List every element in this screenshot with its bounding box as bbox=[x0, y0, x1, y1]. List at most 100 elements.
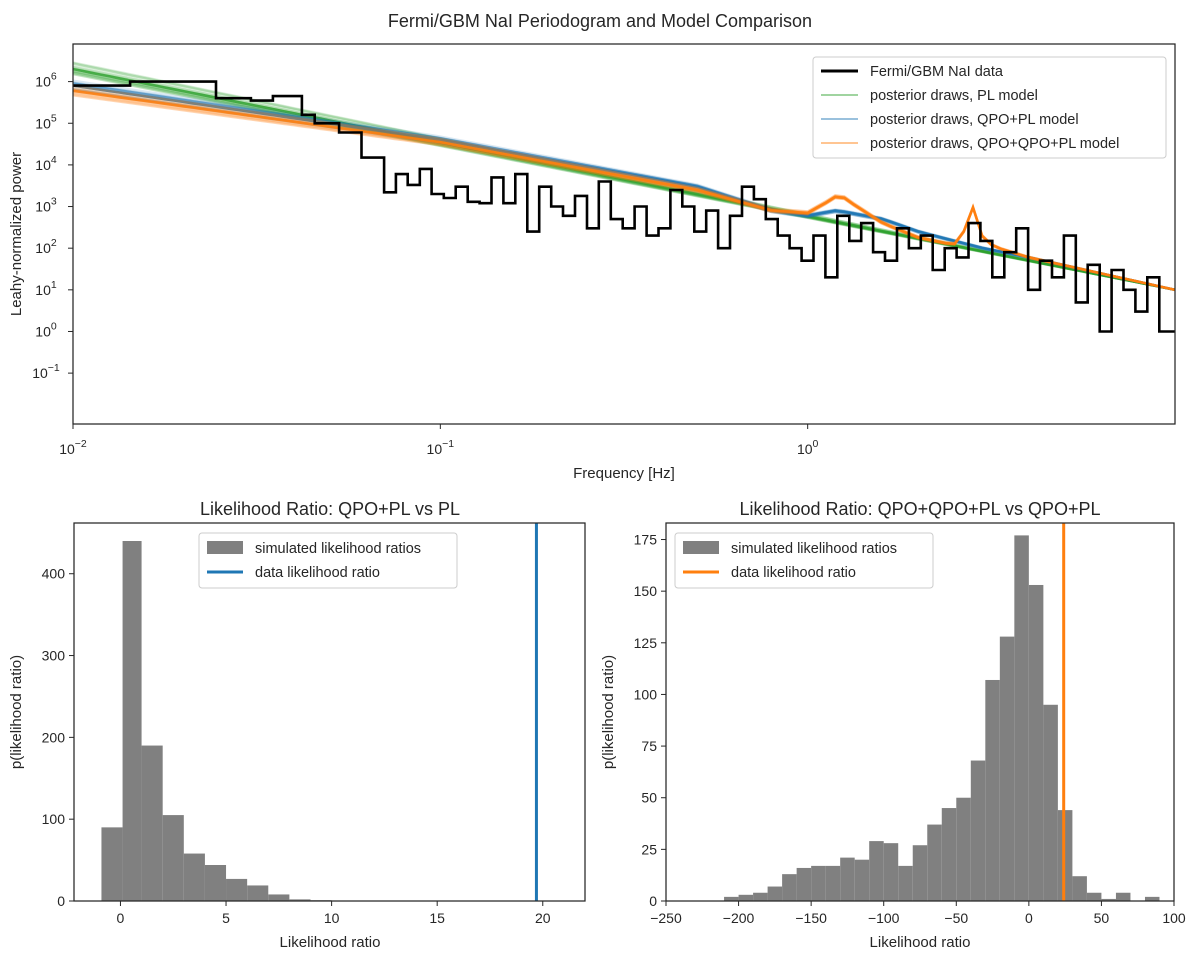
x-tick-label: −200 bbox=[723, 910, 755, 926]
y-tick-label: 75 bbox=[641, 738, 657, 754]
y-tick-label: 150 bbox=[634, 583, 658, 599]
periodogram-xlabel: Frequency [Hz] bbox=[573, 465, 675, 482]
periodogram-ylabel: Leahy-normalized power bbox=[8, 152, 25, 316]
y-tick-label: 25 bbox=[641, 841, 657, 857]
histogram-bar bbox=[825, 865, 841, 901]
x-tick-label: 10−2 bbox=[59, 438, 87, 457]
x-tick-label: 10 bbox=[324, 910, 340, 926]
x-tick-label: −250 bbox=[650, 910, 682, 926]
y-tick-label: 10−1 bbox=[32, 362, 60, 381]
histogram-bar bbox=[141, 745, 163, 901]
histogram-bar bbox=[183, 853, 205, 901]
histogram-bar bbox=[956, 797, 971, 901]
y-tick-label: 125 bbox=[634, 635, 658, 651]
histogram-bar bbox=[162, 815, 184, 901]
histogram-bar bbox=[898, 865, 913, 901]
y-tick-label: 105 bbox=[35, 112, 57, 131]
histogram-bar bbox=[1115, 892, 1131, 901]
histogram-bar bbox=[753, 892, 768, 901]
y-tick-label: 104 bbox=[35, 154, 57, 173]
histogram-bar bbox=[101, 827, 123, 901]
periodogram-data-line bbox=[73, 80, 1175, 333]
legend-label: simulated likelihood ratios bbox=[255, 541, 421, 557]
histogram-bar bbox=[927, 824, 942, 901]
x-tick-label: 0 bbox=[1025, 910, 1033, 926]
y-tick-label: 102 bbox=[35, 237, 57, 256]
histogram-bar bbox=[999, 636, 1015, 901]
histogram-bar bbox=[941, 808, 957, 901]
y-tick-label: 103 bbox=[35, 196, 57, 215]
histogram-bar bbox=[854, 859, 870, 901]
periodogram-ticks: 10−2 10−1 100 10−1 100 101 102 103 104 105 106 bbox=[32, 71, 818, 457]
x-tick-label: 10−1 bbox=[427, 438, 455, 457]
histogram-left-bars bbox=[101, 541, 332, 901]
y-tick-label: 200 bbox=[42, 729, 66, 745]
histogram-bar bbox=[289, 899, 311, 901]
histogram-bar bbox=[738, 894, 754, 901]
y-tick-label: 0 bbox=[649, 893, 657, 909]
periodogram-panel: 10−2 10−1 100 10−1 100 101 102 103 104 105 106 Fre… bbox=[8, 43, 1176, 482]
x-tick-label: 100 bbox=[1162, 910, 1186, 926]
histogram-bar bbox=[268, 894, 290, 901]
y-tick-label: 101 bbox=[35, 279, 57, 298]
histogram-left-ylabel: p(likelihood ratio) bbox=[8, 655, 25, 769]
histogram-left-legend: simulated likelihood ratios data likeliho… bbox=[198, 532, 458, 589]
legend-label: simulated likelihood ratios bbox=[731, 541, 897, 557]
y-tick-label: 100 bbox=[42, 811, 66, 827]
histogram-bar bbox=[811, 865, 826, 901]
y-tick-label: 50 bbox=[641, 790, 657, 806]
histogram-bar bbox=[1086, 892, 1102, 901]
legend-box bbox=[198, 532, 458, 589]
y-tick-label: 106 bbox=[35, 71, 57, 90]
histogram-bar bbox=[226, 878, 248, 901]
histogram-bar bbox=[724, 896, 739, 901]
histogram-right-bars bbox=[724, 535, 1160, 901]
legend-label: data likelihood ratio bbox=[255, 565, 380, 581]
y-tick-label: 0 bbox=[57, 893, 65, 909]
histogram-right-legend: simulated likelihood ratios data likeliho… bbox=[674, 532, 934, 589]
periodogram-legend: Fermi/GBM NaI data posterior draws, PL mo… bbox=[812, 56, 1167, 159]
periodogram-frame bbox=[72, 43, 1176, 425]
histogram-bar bbox=[1101, 898, 1116, 901]
histogram-right-ylabel: p(likelihood ratio) bbox=[600, 655, 617, 769]
legend-swatch bbox=[683, 541, 719, 554]
x-tick-label: −150 bbox=[795, 910, 827, 926]
data-step-line bbox=[73, 80, 1175, 333]
figure-title: Fermi/GBM NaI Periodogram and Model Comp… bbox=[388, 11, 812, 31]
histogram-bar bbox=[985, 679, 1000, 901]
histogram-bar bbox=[1043, 704, 1058, 901]
histogram-bar bbox=[1028, 584, 1044, 901]
legend-label: data likelihood ratio bbox=[731, 565, 856, 581]
histogram-right-ticks: −250 −200 −150 −100 −50 0 50 100 0 25 50 75 100 125 15… bbox=[634, 532, 1186, 926]
histogram-bar bbox=[840, 857, 855, 901]
x-tick-label: 5 bbox=[222, 910, 230, 926]
legend-swatch bbox=[207, 541, 243, 554]
histogram-bar bbox=[204, 865, 227, 901]
histogram-bar bbox=[247, 885, 269, 901]
legend-box bbox=[674, 532, 934, 589]
histogram-bar bbox=[796, 867, 812, 901]
legend-label: posterior draws, PL model bbox=[870, 88, 1038, 104]
x-tick-label: 50 bbox=[1094, 910, 1110, 926]
histogram-bar bbox=[912, 845, 928, 901]
histogram-right-frame bbox=[665, 522, 1175, 902]
x-tick-label: 100 bbox=[797, 438, 819, 457]
histogram-bar bbox=[1072, 876, 1087, 901]
y-tick-label: 100 bbox=[35, 320, 57, 339]
histogram-bar bbox=[1014, 535, 1029, 901]
y-tick-label: 400 bbox=[42, 566, 66, 582]
x-tick-label: 20 bbox=[535, 910, 551, 926]
histogram-left-panel: Likelihood Ratio: QPO+PL vs PL 0 5 10 15 200… bbox=[8, 499, 586, 951]
y-tick-label: 100 bbox=[634, 686, 658, 702]
histogram-bar bbox=[122, 541, 142, 901]
x-tick-label: 15 bbox=[429, 910, 445, 926]
histogram-right-title: Likelihood Ratio: QPO+QPO+PL vs QPO+PL bbox=[739, 499, 1100, 519]
histogram-left-xlabel: Likelihood ratio bbox=[280, 934, 381, 951]
y-tick-label: 300 bbox=[42, 648, 66, 664]
histogram-right-panel: Likelihood Ratio: QPO+QPO+PL vs QPO+PL −… bbox=[600, 499, 1186, 951]
histogram-right-xlabel: Likelihood ratio bbox=[870, 934, 971, 951]
histogram-left-frame bbox=[73, 522, 586, 902]
legend-label: Fermi/GBM NaI data bbox=[870, 64, 1004, 80]
